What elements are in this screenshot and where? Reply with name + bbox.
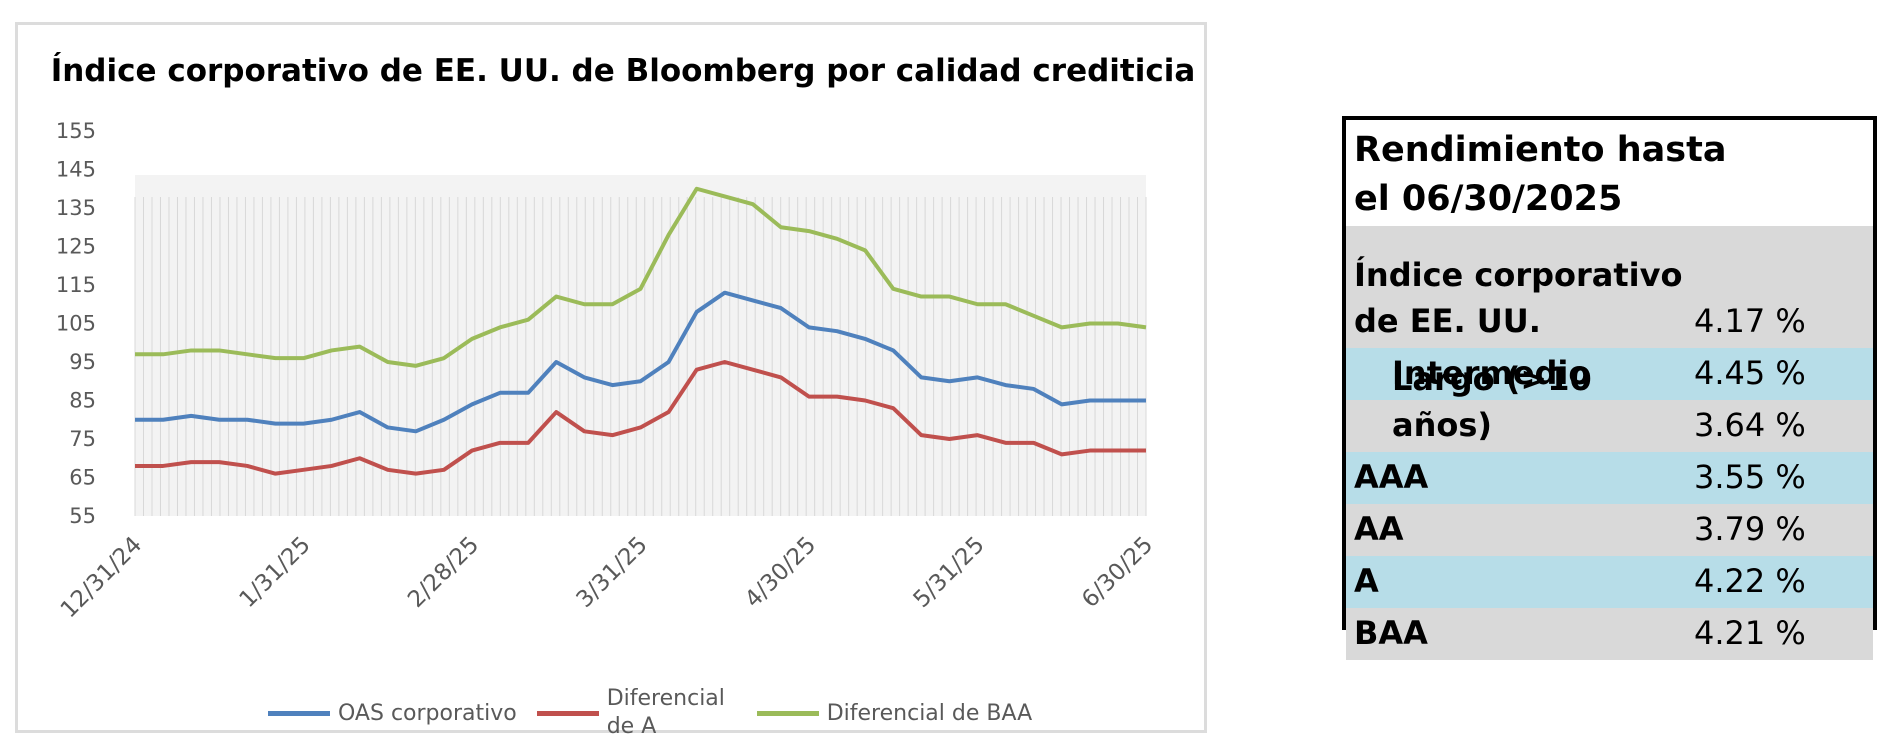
y-tick-label: 135	[56, 196, 96, 220]
table-row: Largo (>10 años) 3.64 %	[1346, 360, 1873, 452]
x-tick-label: 2/28/25	[403, 532, 484, 613]
y-tick-label: 85	[69, 389, 96, 413]
legend: OAS corporativo Diferencial de A Diferenci…	[268, 685, 1032, 741]
row-label: Índice corporativo de EE. UU.	[1354, 256, 1683, 340]
x-tick-label: 6/30/25	[1077, 532, 1158, 613]
row-label: A	[1354, 562, 1379, 600]
legend-item: OAS corporativo	[268, 701, 517, 726]
row-label: BAA	[1354, 614, 1428, 652]
table-row: BAA 4.21 %	[1346, 608, 1873, 660]
y-tick-label: 105	[56, 312, 96, 336]
row-value: 4.22 %	[1694, 562, 1806, 600]
y-tick-label: 155	[56, 119, 96, 143]
legend-item: Diferencial de A	[536, 685, 737, 741]
row-value: 4.17 %	[1694, 302, 1806, 340]
table-title: Rendimiento hasta el 06/30/2025	[1354, 130, 1727, 219]
y-tick-label: 125	[56, 235, 96, 259]
x-tick-label: 1/31/25	[235, 532, 316, 613]
legend-label: Diferencial de BAA	[826, 700, 1033, 726]
row-label: Largo (>10 años)	[1392, 360, 1592, 444]
row-label: Intermedio	[1392, 354, 1591, 392]
row-value: 3.64 %	[1694, 406, 1806, 444]
chart-title: Índice corporativo de EE. UU. de Bloombe…	[51, 53, 1196, 89]
yield-table: Rendimiento hasta el 06/30/2025 Índice c…	[1342, 116, 1877, 660]
y-tick-label: 145	[56, 158, 96, 182]
legend-item: Diferencial de BAA	[756, 700, 1033, 726]
plot-background	[135, 175, 1146, 516]
y-tick-label: 65	[69, 466, 96, 490]
legend-label: OAS corporativo	[338, 700, 517, 726]
table-row: Intermedio 4.45 %	[1346, 348, 1873, 400]
y-tick-label: 55	[69, 504, 96, 528]
y-tick-label: 95	[69, 350, 96, 374]
row-value: 3.55 %	[1694, 458, 1806, 496]
legend-swatch	[536, 710, 599, 716]
x-tick-label: 3/31/25	[572, 532, 653, 613]
legend-swatch	[756, 710, 819, 716]
row-value: 4.45 %	[1694, 354, 1806, 392]
row-label: AAA	[1354, 458, 1429, 496]
chart-panel: Índice corporativo de EE. UU. de Bloombe…	[15, 22, 1207, 739]
y-tick-label: 75	[69, 427, 96, 451]
legend-label: Diferencial de A	[606, 686, 725, 739]
legend-swatch	[268, 710, 330, 716]
table-row: Índice corporativo de EE. UU. 4.17 %	[1346, 226, 1873, 348]
line-series	[135, 186, 1147, 368]
line-series	[135, 290, 1146, 434]
table-row: AAA 3.55 %	[1346, 452, 1873, 504]
x-tick-label: 5/31/25	[909, 532, 990, 613]
row-value: 4.21 %	[1694, 614, 1806, 652]
x-tick-label: 12/31/24	[56, 532, 147, 623]
row-value: 3.79 %	[1694, 510, 1806, 548]
row-label: AA	[1354, 510, 1404, 548]
table-row: AA 3.79 %	[1346, 504, 1873, 556]
table-row: A 4.22 %	[1346, 556, 1873, 608]
y-tick-label: 115	[56, 273, 96, 297]
line-series	[135, 360, 1146, 476]
x-tick-label: 4/30/25	[740, 532, 821, 613]
chart: Índice corporativo de EE. UU. de Bloombe…	[51, 53, 1196, 623]
